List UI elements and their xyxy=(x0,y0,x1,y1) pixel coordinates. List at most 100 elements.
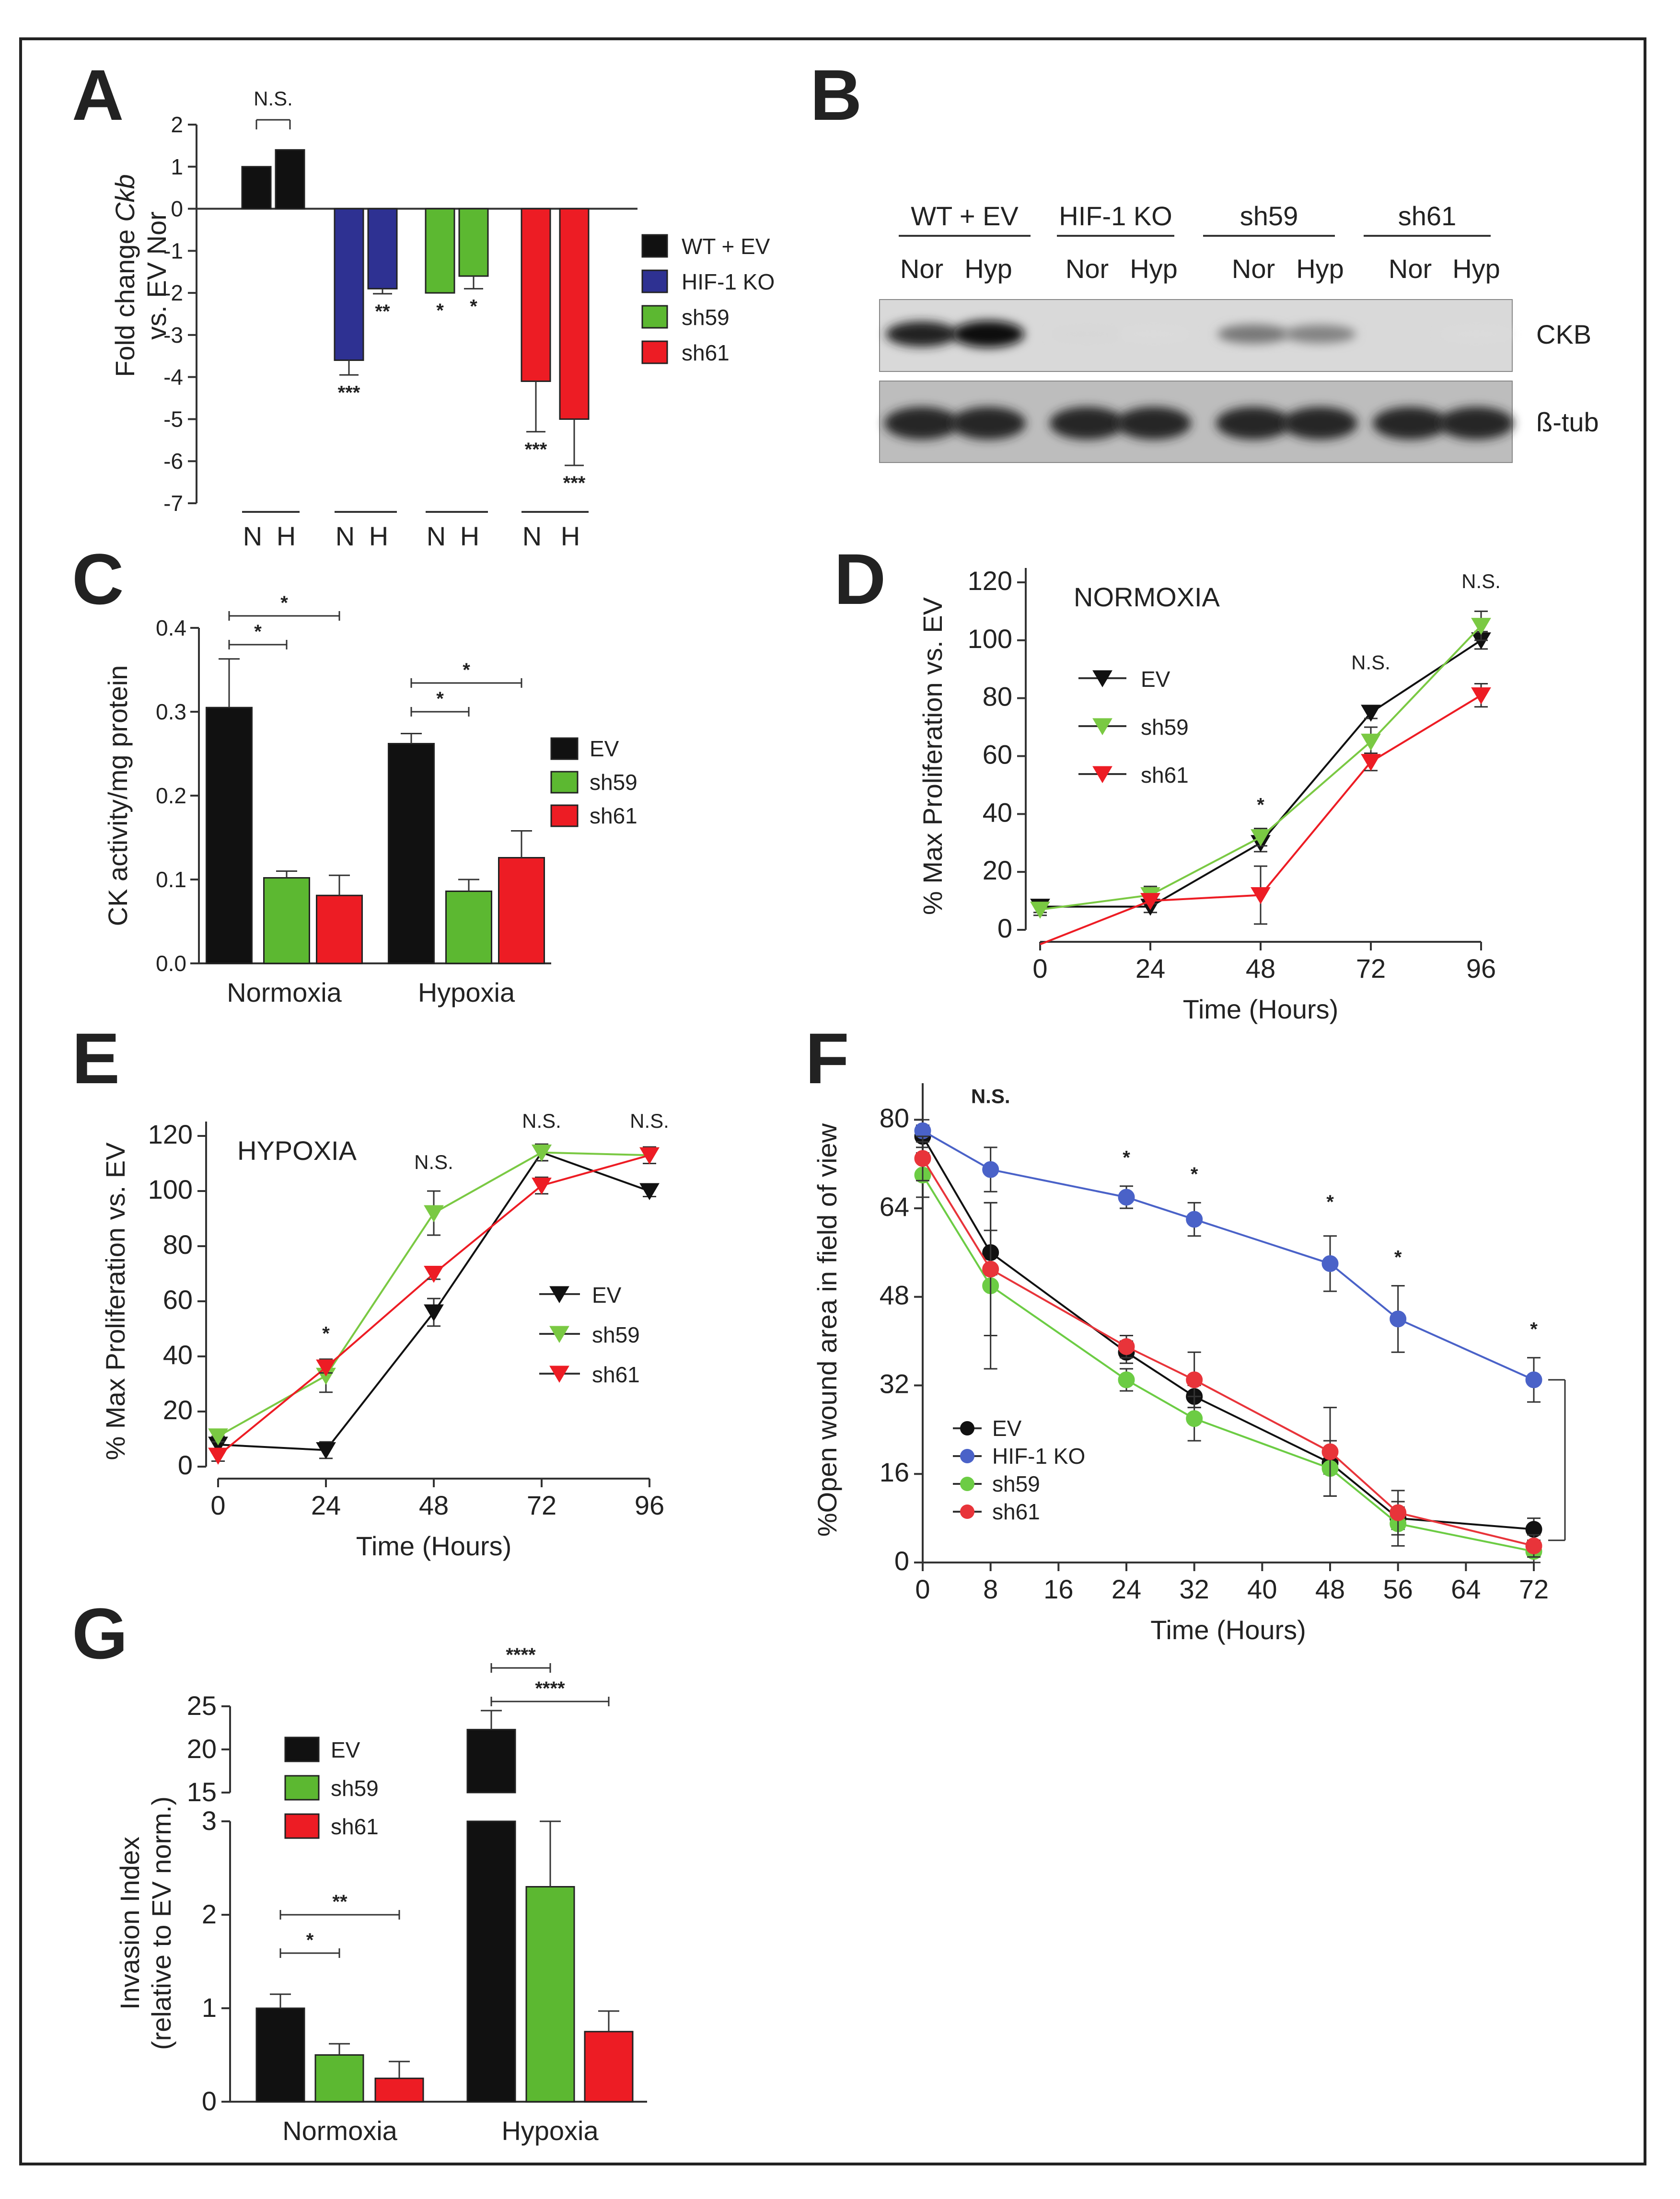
legend-marker xyxy=(1092,670,1112,687)
blot-lane-label: Nor xyxy=(1232,254,1275,284)
data-point xyxy=(1321,1255,1339,1272)
bar xyxy=(425,208,455,294)
x-category-label: Hypoxia xyxy=(501,2116,599,2146)
y-tick-label: 120 xyxy=(148,1119,193,1149)
y-tick-label: 0 xyxy=(178,1450,193,1480)
data-point xyxy=(1118,1338,1135,1355)
x-tick-label: 96 xyxy=(1466,953,1496,984)
panel-c-chart: C 0.4 0.3 0.2 0.1 0.0 Normoxia Hypoxia * * * * CK ac… xyxy=(72,539,637,1007)
data-point xyxy=(639,1147,660,1165)
y-tick-label: -6 xyxy=(163,449,183,474)
blot-lane-label: Hyp xyxy=(964,254,1012,284)
data-point xyxy=(1030,902,1050,919)
data-point xyxy=(208,1428,228,1446)
y-tick-label: 16 xyxy=(880,1457,909,1487)
y-tick-label: 0.1 xyxy=(156,867,186,892)
bar xyxy=(275,149,305,210)
bar xyxy=(521,208,551,382)
data-point xyxy=(1361,705,1381,722)
legend-label: sh59 xyxy=(331,1776,379,1801)
x-tick-label: 40 xyxy=(1247,1574,1277,1604)
legend-swatch xyxy=(641,269,668,293)
y-tick-label: 20 xyxy=(187,1734,217,1764)
y-tick-label: 0 xyxy=(202,2086,217,2116)
y-tick-label: -3 xyxy=(163,323,183,347)
panel-label-f: F xyxy=(805,1018,849,1099)
bar xyxy=(388,743,435,964)
legend-label: EV xyxy=(992,1416,1022,1441)
panel-d-chart: D 0 20 40 60 80 100 120 0 24 48 72 96 Time (Hours) % M… xyxy=(834,539,1501,1024)
data-point xyxy=(1471,618,1491,635)
y-tick-label: 20 xyxy=(163,1395,193,1425)
tub-band xyxy=(884,407,959,440)
x-tick-label: 24 xyxy=(311,1490,341,1520)
y-tick-label: 48 xyxy=(880,1280,909,1310)
legend-swatch xyxy=(641,305,668,329)
y-axis-label-line2: (relative to EV norm.) xyxy=(146,1796,176,2050)
y-tick-label: -7 xyxy=(163,491,183,516)
tub-band xyxy=(1373,407,1448,440)
sig-c4-label: * xyxy=(463,660,470,681)
x-category-label: N xyxy=(522,521,542,551)
x-axis-label: Time (Hours) xyxy=(1183,994,1339,1024)
x-category-label: H xyxy=(277,521,296,551)
sig-c1-label: * xyxy=(254,621,262,642)
bar xyxy=(241,166,272,210)
y-tick-label: 0.0 xyxy=(156,951,186,976)
x-tick-label: 48 xyxy=(1315,1574,1345,1604)
x-tick-label: 72 xyxy=(1519,1574,1549,1604)
legend-swatch xyxy=(284,1813,320,1839)
significance-label: *** xyxy=(525,439,547,460)
y-tick-label: 60 xyxy=(983,740,1012,770)
y-tick-label: 15 xyxy=(187,1777,217,1807)
annotation: N.S. xyxy=(630,1110,669,1132)
x-tick-label: 16 xyxy=(1043,1574,1073,1604)
y-axis-label: % Max Proliferation vs. EV xyxy=(100,1142,130,1460)
tub-band xyxy=(1439,407,1514,440)
data-point xyxy=(1525,1371,1542,1389)
data-point xyxy=(1390,1504,1407,1521)
tub-band xyxy=(951,407,1026,440)
data-point xyxy=(1186,1371,1203,1389)
legend-label: HIF-1 KO xyxy=(682,269,775,294)
sig-c3-label: * xyxy=(436,688,444,709)
data-point xyxy=(208,1447,228,1465)
bar xyxy=(316,894,363,964)
bar xyxy=(458,208,489,277)
blot-lane-label: Nor xyxy=(1066,254,1109,284)
x-tick-label: 8 xyxy=(983,1574,998,1604)
y-axis-label: Fold change Ckbvs. EV Nor xyxy=(110,174,172,377)
x-axis-label: Time (Hours) xyxy=(1150,1615,1306,1645)
legend-label: EV xyxy=(331,1737,360,1762)
y-axis-label: CK activity/mg protein xyxy=(103,665,133,926)
data-point xyxy=(532,1178,552,1195)
blot-lane-label: Nor xyxy=(900,254,943,284)
blot-group-label: HIF-1 KO xyxy=(1059,201,1172,231)
x-category-label: N xyxy=(243,521,262,551)
data-point xyxy=(424,1205,444,1222)
annotation: * xyxy=(1394,1247,1402,1268)
x-axis-label: Time (Hours) xyxy=(356,1531,512,1561)
panel-label-e: E xyxy=(72,1018,120,1099)
legend-marker xyxy=(1092,766,1112,783)
data-point xyxy=(982,1161,999,1178)
data-point xyxy=(1321,1443,1339,1460)
legend-marker xyxy=(1092,718,1112,735)
legend-marker xyxy=(549,1326,569,1343)
legend-marker xyxy=(549,1286,569,1303)
bar xyxy=(525,1886,575,2103)
legend-label: sh61 xyxy=(592,1362,640,1387)
bar xyxy=(584,2031,634,2103)
band-label-ckb: CKB xyxy=(1536,319,1591,349)
annotation: N.S. xyxy=(522,1110,561,1132)
ckb-band xyxy=(886,321,958,347)
legend-label: HIF-1 KO xyxy=(992,1444,1085,1469)
data-point xyxy=(532,1145,552,1162)
chart-title: HYPOXIA xyxy=(237,1135,357,1166)
data-point xyxy=(424,1266,444,1283)
x-tick-label: 0 xyxy=(210,1490,225,1520)
y-axis-label: %Open wound area in field of view xyxy=(812,1123,842,1537)
y-tick-label: 64 xyxy=(880,1192,909,1222)
x-category-label: Normoxia xyxy=(282,2116,397,2146)
